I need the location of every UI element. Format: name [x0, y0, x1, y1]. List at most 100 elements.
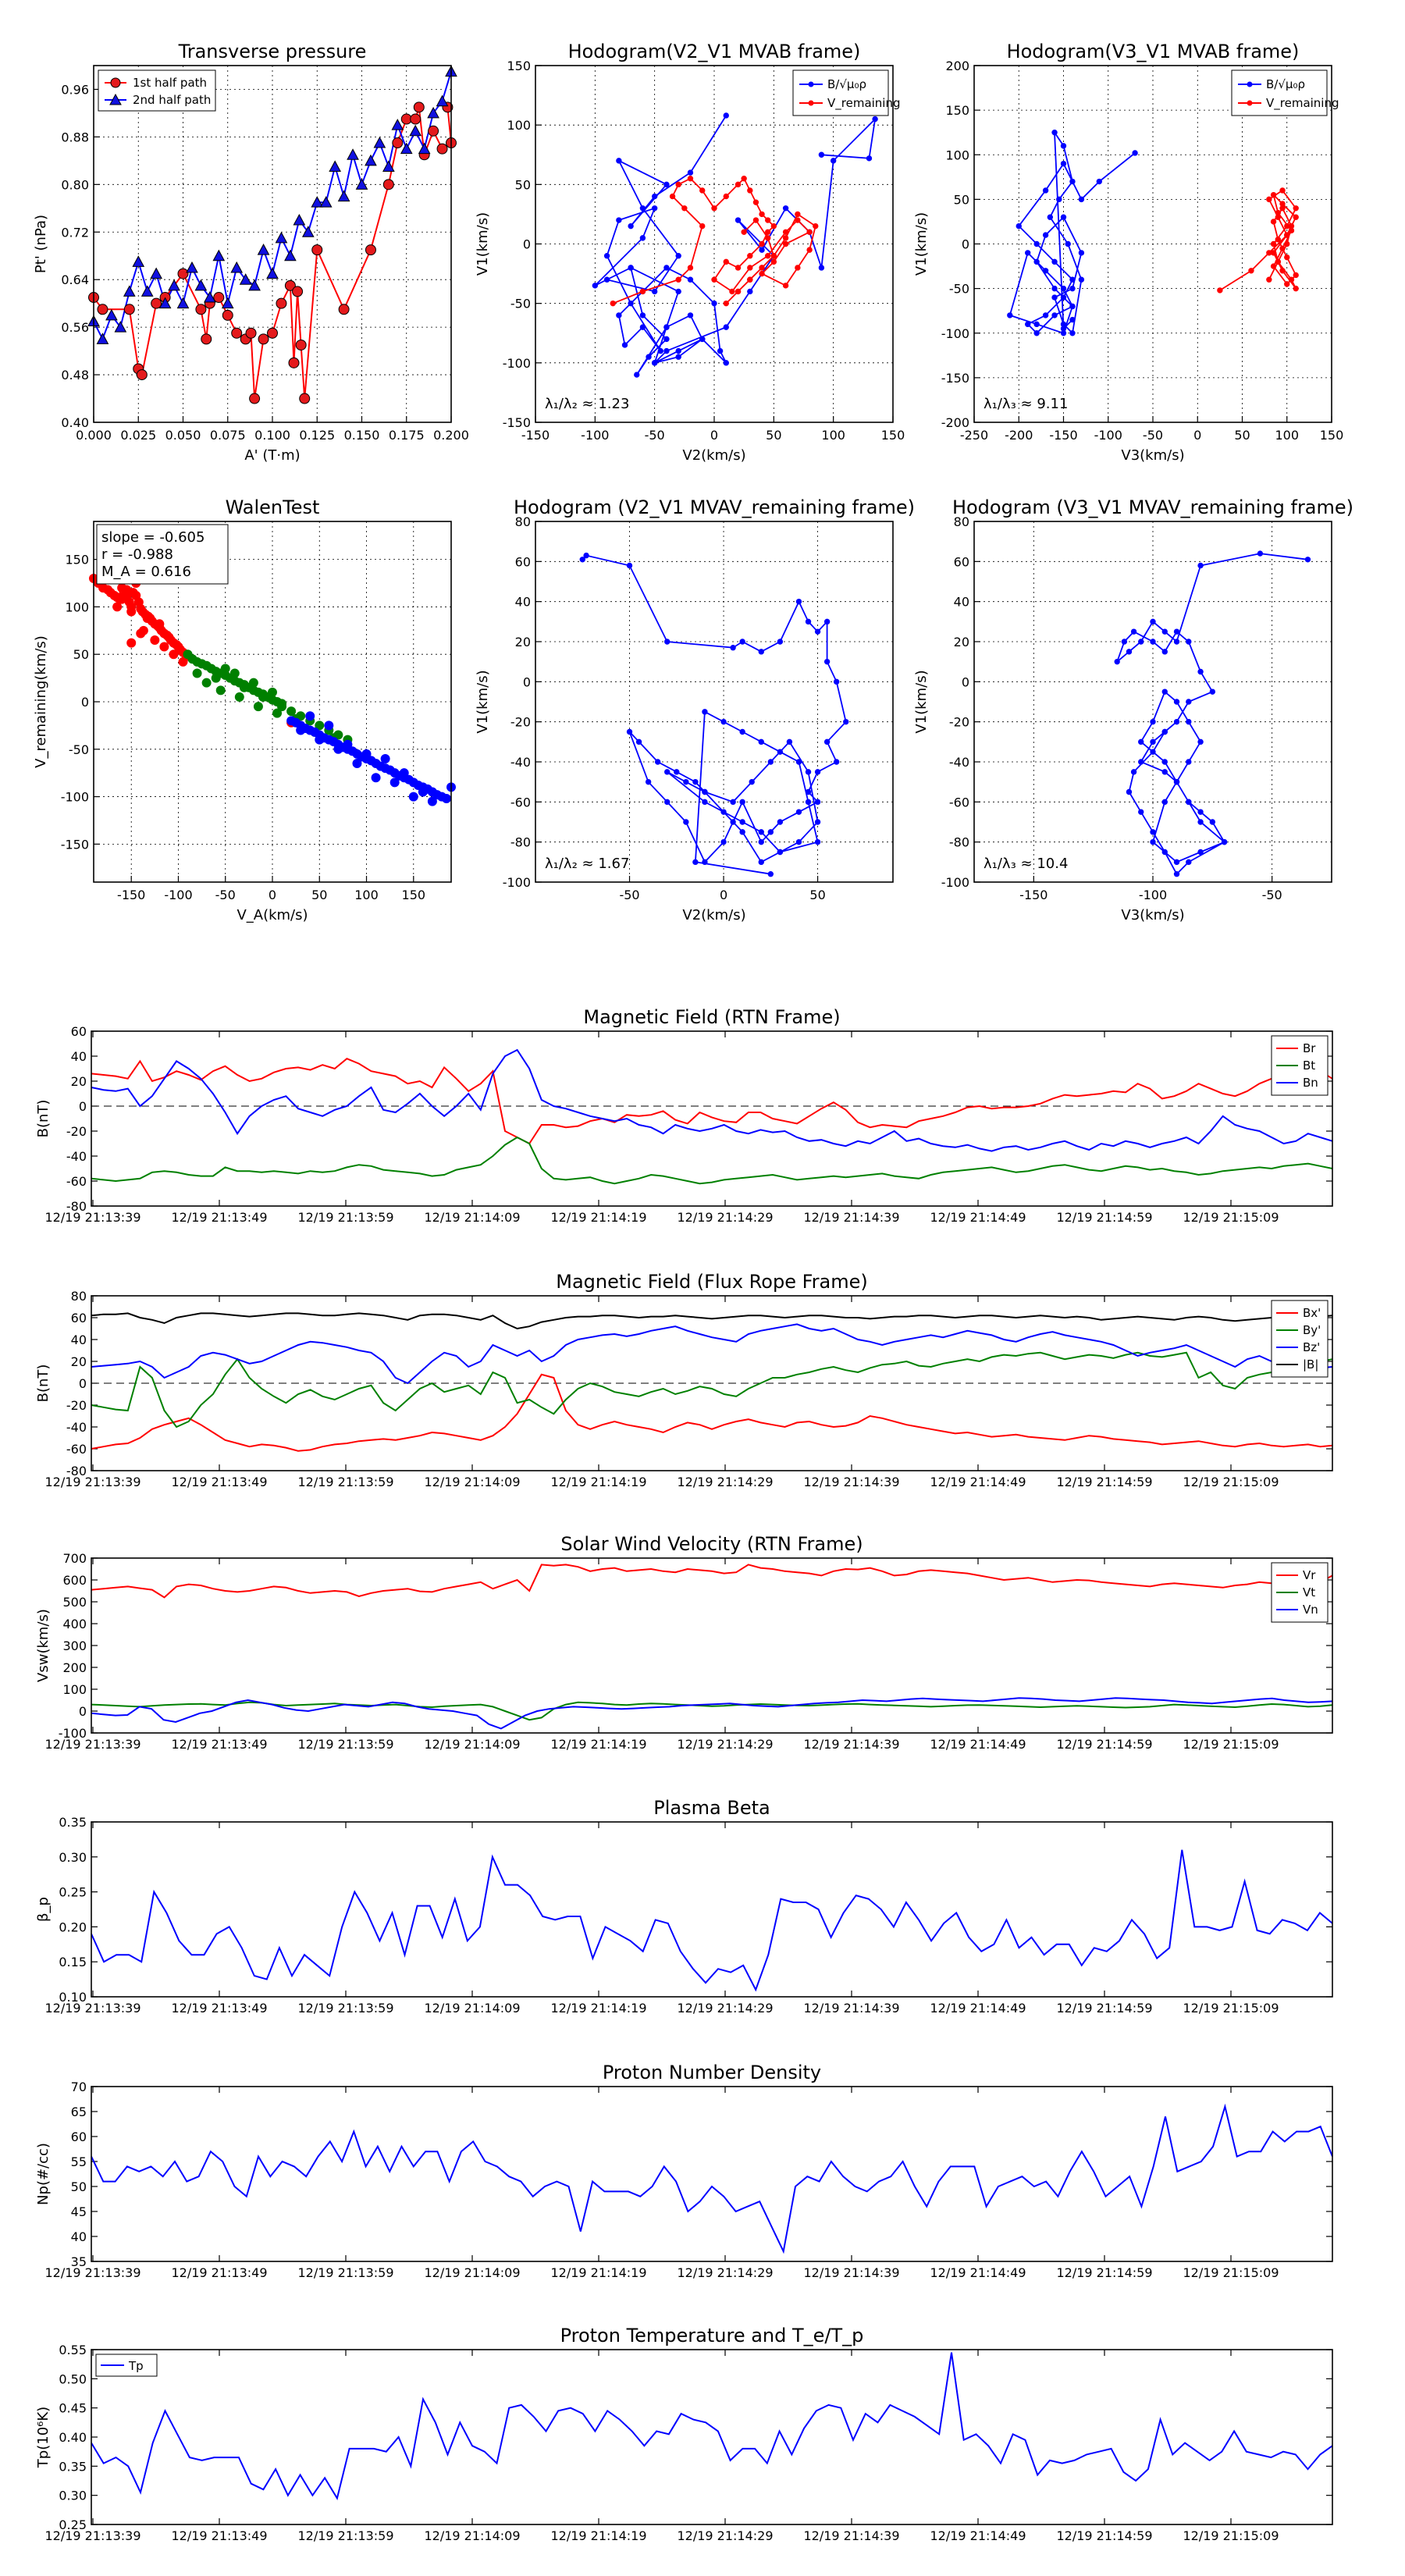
- data-point-b: [1161, 728, 1168, 735]
- x-tick-label: 12/19 21:14:19: [550, 2265, 646, 2280]
- data-point-b: [1161, 628, 1168, 635]
- data-point-v: [759, 240, 765, 247]
- data-point-v: [681, 205, 688, 212]
- data-point-1st-half: [136, 369, 148, 381]
- data-point-b: [635, 738, 642, 745]
- data-point-1st-half: [413, 101, 425, 113]
- data-point-v: [782, 240, 789, 247]
- data-point-2nd-half: [96, 333, 109, 344]
- data-point-blue: [389, 777, 400, 788]
- data-point-b: [1078, 196, 1085, 203]
- axis-frame: [973, 65, 1332, 423]
- data-point-b: [646, 354, 652, 360]
- x-tick-label: -100: [1094, 428, 1122, 443]
- y-tick-label: 0.48: [61, 368, 89, 382]
- data-point-v: [752, 199, 759, 205]
- x-tick-label: 12/19 21:15:09: [1183, 1475, 1279, 1489]
- x-tick-label: 12/19 21:13:49: [171, 2001, 267, 2016]
- data-point-b: [651, 360, 658, 366]
- legend-label-v: V_remaining: [1266, 96, 1339, 111]
- data-point-b: [687, 312, 694, 318]
- x-tick-label: -250: [960, 428, 988, 443]
- data-point-2nd-half: [194, 279, 208, 291]
- data-point-red: [150, 635, 160, 645]
- x-tick-label: 0.125: [299, 428, 335, 443]
- y-tick-label: 20: [71, 1354, 87, 1369]
- data-point-b: [651, 193, 658, 200]
- x-tick-label: 150: [402, 888, 426, 902]
- y-tick-label: 50: [71, 2179, 87, 2194]
- data-point-b: [1033, 258, 1040, 265]
- data-point-b: [777, 639, 784, 645]
- data-point-b: [833, 759, 840, 765]
- data-point-red: [155, 619, 165, 629]
- x-tick-label: 12/19 21:14:29: [677, 2001, 773, 2016]
- chart-title: WalenTest: [226, 496, 320, 518]
- data-point-b: [735, 217, 742, 223]
- x-tick-label: 50: [766, 428, 781, 443]
- x-tick-label: 0.150: [344, 428, 380, 443]
- x-tick-label: 12/19 21:14:29: [677, 1737, 773, 1752]
- data-point-b: [1150, 738, 1156, 745]
- data-point-b: [795, 809, 802, 815]
- data-point-v: [723, 300, 729, 307]
- x-tick-label: 12/19 21:13:39: [44, 2528, 140, 2543]
- axis-frame: [91, 1557, 1333, 1734]
- x-tick-label: -50: [215, 888, 236, 902]
- legend: Bx' By' Bz' |B|: [1271, 1300, 1329, 1378]
- data-point-v: [747, 276, 753, 283]
- data-point-2nd-half: [132, 255, 145, 267]
- y-tick-label: -100: [941, 875, 969, 890]
- data-point-b: [664, 769, 670, 775]
- legend-marker-v: [808, 100, 814, 106]
- axis-frame: [91, 1821, 1333, 1998]
- data-point-green: [201, 678, 212, 688]
- data-point-b: [1138, 759, 1144, 765]
- x-tick-label: 12/19 21:14:49: [930, 2001, 1026, 2016]
- data-point-1st-half: [276, 297, 287, 309]
- x-tick-label: 12/19 21:13:59: [297, 1210, 393, 1225]
- data-point-b: [663, 181, 670, 188]
- data-point-b: [1051, 312, 1058, 318]
- data-point-2nd-half: [212, 249, 226, 262]
- data-point-v: [675, 276, 681, 283]
- data-point-v: [735, 181, 742, 188]
- data-point-b: [579, 557, 585, 563]
- y-tick-label: 150: [507, 59, 531, 73]
- data-point-b: [1069, 330, 1076, 336]
- y-tick-label: 100: [65, 600, 89, 614]
- data-point-1st-half: [392, 137, 404, 149]
- data-point-v: [735, 265, 742, 271]
- chart-bfield: -80 -60 -40 -20 0 20 40 60 12/19 21:13:39 12/19 2…: [35, 1006, 1333, 1225]
- y-tick-label: -40: [510, 755, 531, 770]
- x-tick-label: 12/19 21:13:59: [297, 1737, 393, 1752]
- data-point-b: [1197, 819, 1204, 825]
- y-tick-label: -40: [66, 1149, 87, 1164]
- data-point-b: [1173, 628, 1180, 635]
- data-point-b: [1025, 321, 1031, 328]
- y-tick-label: -100: [941, 326, 969, 341]
- axis-frame: [91, 1295, 1333, 1471]
- legend: Tp: [95, 2354, 158, 2377]
- data-point-2nd-half: [176, 297, 190, 309]
- y-axis-label: V1(km/s): [475, 670, 491, 733]
- data-point-1st-half: [288, 357, 300, 368]
- x-tick-label: 12/19 21:14:19: [550, 2528, 646, 2543]
- chart-title: Solar Wind Velocity (RTN Frame): [560, 1533, 863, 1555]
- data-point-1st-half: [338, 304, 350, 315]
- data-point-v: [806, 229, 813, 235]
- y-tick-label: 0.64: [61, 272, 89, 287]
- data-point-b: [1197, 738, 1204, 745]
- data-point-b: [663, 347, 670, 354]
- data-point-green: [211, 673, 221, 683]
- data-point-red: [142, 614, 152, 624]
- x-tick-label: -50: [619, 888, 639, 902]
- data-point-b: [663, 336, 670, 343]
- data-point-b: [1197, 809, 1204, 815]
- data-point-b: [749, 778, 755, 785]
- data-point-b: [1161, 649, 1168, 655]
- x-tick-label: 0.100: [254, 428, 290, 443]
- data-point-b: [739, 728, 745, 735]
